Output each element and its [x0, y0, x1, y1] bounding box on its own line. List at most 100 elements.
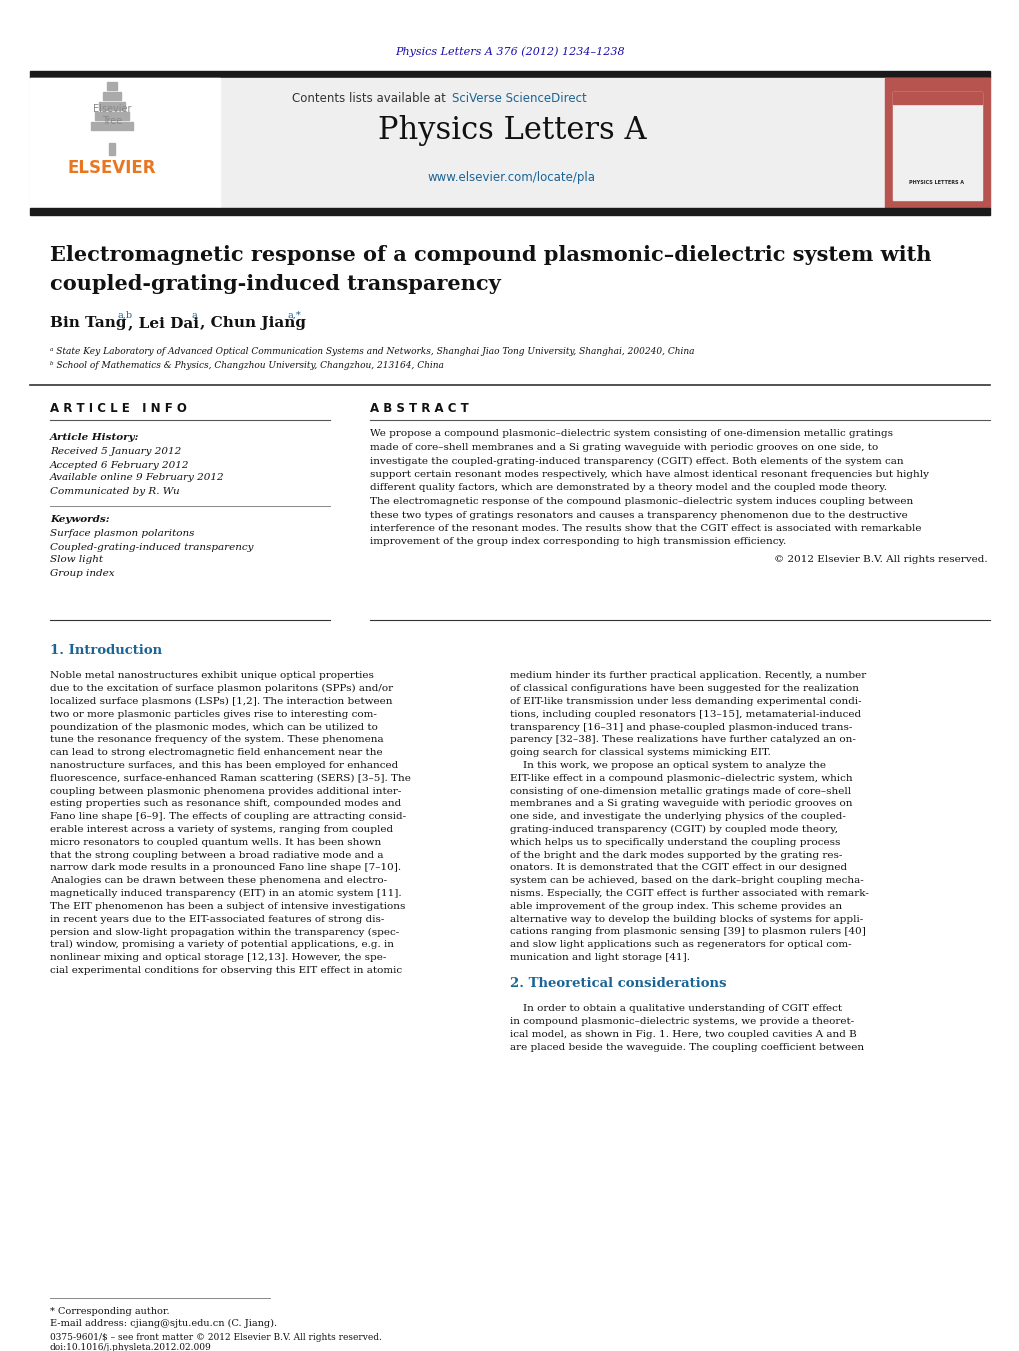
Bar	[91, 122, 132, 130]
Text: tral) window, promising a variety of potential applications, e.g. in: tral) window, promising a variety of pot…	[50, 940, 393, 950]
Text: Available online 9 February 2012: Available online 9 February 2012	[50, 473, 224, 482]
Text: poundization of the plasmonic modes, which can be utilized to: poundization of the plasmonic modes, whi…	[50, 723, 377, 732]
Text: ᵃ State Key Laboratory of Advanced Optical Communication Systems and Networks, S: ᵃ State Key Laboratory of Advanced Optic…	[50, 347, 694, 357]
Text: Coupled-grating-induced transparency: Coupled-grating-induced transparency	[50, 543, 254, 551]
Text: PHYSICS LETTERS A: PHYSICS LETTERS A	[909, 180, 964, 185]
Text: munication and light storage [41].: munication and light storage [41].	[510, 952, 689, 962]
Text: A R T I C L E   I N F O: A R T I C L E I N F O	[50, 401, 186, 415]
Text: In order to obtain a qualitative understanding of CGIT effect: In order to obtain a qualitative underst…	[510, 1004, 842, 1013]
Text: esting properties such as resonance shift, compounded modes and: esting properties such as resonance shif…	[50, 800, 400, 808]
Text: of EIT-like transmission under less demanding experimental condi-: of EIT-like transmission under less dema…	[510, 697, 861, 707]
Text: 1. Introduction: 1. Introduction	[50, 643, 162, 657]
Text: of the bright and the dark modes supported by the grating res-: of the bright and the dark modes support…	[510, 851, 842, 859]
Text: The EIT phenomenon has been a subject of intensive investigations: The EIT phenomenon has been a subject of…	[50, 902, 405, 911]
Text: Electromagnetic response of a compound plasmonic–dielectric system with: Electromagnetic response of a compound p…	[50, 245, 930, 265]
Text: can lead to strong electromagnetic field enhancement near the: can lead to strong electromagnetic field…	[50, 748, 382, 758]
Text: medium hinder its further practical application. Recently, a number: medium hinder its further practical appl…	[510, 671, 865, 681]
Text: Accepted 6 February 2012: Accepted 6 February 2012	[50, 461, 190, 470]
Text: In this work, we propose an optical system to analyze the: In this work, we propose an optical syst…	[510, 761, 825, 770]
Bar	[30, 78, 989, 208]
Text: Article History:: Article History:	[50, 434, 140, 443]
Text: We propose a compound plasmonic–dielectric system consisting of one-dimension me: We propose a compound plasmonic–dielectr…	[370, 430, 892, 439]
Bar	[103, 92, 121, 100]
Text: 0375-9601/$ – see front matter © 2012 Elsevier B.V. All rights reserved.: 0375-9601/$ – see front matter © 2012 El…	[50, 1332, 381, 1342]
Text: interference of the resonant modes. The results show that the CGIT effect is ass: interference of the resonant modes. The …	[370, 524, 920, 534]
Text: Contents lists available at: Contents lists available at	[292, 92, 449, 104]
Text: investigate the coupled-grating-induced transparency (CGIT) effect. Both element: investigate the coupled-grating-induced …	[370, 457, 903, 466]
Text: coupling between plasmonic phenomena provides additional inter-: coupling between plasmonic phenomena pro…	[50, 786, 401, 796]
Text: magnetically induced transparency (EIT) in an atomic system [11].: magnetically induced transparency (EIT) …	[50, 889, 401, 898]
Text: fluorescence, surface-enhanced Raman scattering (SERS) [3–5]. The: fluorescence, surface-enhanced Raman sca…	[50, 774, 411, 784]
Text: The electromagnetic response of the compound plasmonic–dielectric system induces: The electromagnetic response of the comp…	[370, 497, 912, 507]
Text: two or more plasmonic particles gives rise to interesting com-: two or more plasmonic particles gives ri…	[50, 709, 376, 719]
Bar	[884, 78, 989, 208]
Bar	[30, 72, 989, 78]
Text: coupled-grating-induced transparency: coupled-grating-induced transparency	[50, 274, 500, 295]
Text: Physics Letters A: Physics Letters A	[377, 115, 646, 146]
Text: EIT-like effect in a compound plasmonic–dielectric system, which: EIT-like effect in a compound plasmonic–…	[510, 774, 852, 782]
Text: Bin Tang: Bin Tang	[50, 316, 126, 330]
Text: onators. It is demonstrated that the CGIT effect in our designed: onators. It is demonstrated that the CGI…	[510, 863, 847, 873]
Text: © 2012 Elsevier B.V. All rights reserved.: © 2012 Elsevier B.V. All rights reserved…	[773, 555, 987, 563]
Text: , Lei Dai: , Lei Dai	[127, 316, 199, 330]
Text: localized surface plasmons (LSPs) [1,2]. The interaction between: localized surface plasmons (LSPs) [1,2].…	[50, 697, 392, 707]
Text: * Corresponding author.: * Corresponding author.	[50, 1306, 169, 1316]
Text: alternative way to develop the building blocks of systems for appli-: alternative way to develop the building …	[510, 915, 862, 924]
Text: due to the excitation of surface plasmon polaritons (SPPs) and/or: due to the excitation of surface plasmon…	[50, 684, 392, 693]
Bar	[892, 92, 981, 200]
Text: tune the resonance frequency of the system. These phenomena: tune the resonance frequency of the syst…	[50, 735, 383, 744]
Text: are placed beside the waveguide. The coupling coefficient between: are placed beside the waveguide. The cou…	[510, 1043, 863, 1051]
Text: micro resonators to coupled quantum wells. It has been shown: micro resonators to coupled quantum well…	[50, 838, 381, 847]
Text: support certain resonant modes respectively, which have almost identical resonan: support certain resonant modes respectiv…	[370, 470, 928, 480]
Text: 2. Theoretical considerations: 2. Theoretical considerations	[510, 977, 726, 990]
Text: cations ranging from plasmonic sensing [39] to plasmon rulers [40]: cations ranging from plasmonic sensing […	[510, 928, 865, 936]
Text: www.elsevier.com/locate/pla: www.elsevier.com/locate/pla	[428, 172, 595, 185]
Text: one side, and investigate the underlying physics of the coupled-: one side, and investigate the underlying…	[510, 812, 845, 821]
Text: , Chun Jiang: , Chun Jiang	[200, 316, 306, 330]
Text: Physics Letters A 376 (2012) 1234–1238: Physics Letters A 376 (2012) 1234–1238	[394, 47, 625, 57]
Bar	[30, 208, 989, 215]
Text: doi:10.1016/j.physleta.2012.02.009: doi:10.1016/j.physleta.2012.02.009	[50, 1343, 212, 1351]
Text: these two types of gratings resonators and causes a transparency phenomenon due : these two types of gratings resonators a…	[370, 511, 907, 520]
Text: Group index: Group index	[50, 569, 114, 577]
Text: improvement of the group index corresponding to high transmission efficiency.: improvement of the group index correspon…	[370, 538, 786, 547]
Bar	[109, 143, 115, 155]
Text: a,*: a,*	[287, 311, 302, 319]
Text: that the strong coupling between a broad radiative mode and a: that the strong coupling between a broad…	[50, 851, 383, 859]
Bar	[892, 92, 981, 104]
Text: of classical configurations have been suggested for the realization: of classical configurations have been su…	[510, 685, 858, 693]
Text: ᵇ School of Mathematics & Physics, Changzhou University, Changzhou, 213164, Chin: ᵇ School of Mathematics & Physics, Chang…	[50, 362, 443, 370]
Text: Received 5 January 2012: Received 5 January 2012	[50, 447, 181, 457]
Text: grating-induced transparency (CGIT) by coupled mode theory,: grating-induced transparency (CGIT) by c…	[510, 825, 838, 834]
Text: A B S T R A C T: A B S T R A C T	[370, 401, 469, 415]
Bar	[107, 82, 117, 91]
Text: Slow light: Slow light	[50, 555, 103, 565]
Text: made of core–shell membranes and a Si grating waveguide with periodic grooves on: made of core–shell membranes and a Si gr…	[370, 443, 877, 453]
Text: tions, including coupled resonators [13–15], metamaterial-induced: tions, including coupled resonators [13–…	[510, 709, 860, 719]
Bar	[99, 101, 125, 109]
Text: ical model, as shown in Fig. 1. Here, two coupled cavities A and B: ical model, as shown in Fig. 1. Here, tw…	[510, 1029, 856, 1039]
Text: narrow dark mode results in a pronounced Fano line shape [7–10].: narrow dark mode results in a pronounced…	[50, 863, 400, 873]
Text: system can be achieved, based on the dark–bright coupling mecha-: system can be achieved, based on the dar…	[510, 877, 863, 885]
Text: a: a	[192, 311, 198, 319]
Text: E-mail address: cjiang@sjtu.edu.cn (C. Jiang).: E-mail address: cjiang@sjtu.edu.cn (C. J…	[50, 1319, 277, 1328]
Text: which helps us to specifically understand the coupling process: which helps us to specifically understan…	[510, 838, 840, 847]
Text: and slow light applications such as regenerators for optical com-: and slow light applications such as rege…	[510, 940, 851, 950]
Text: parency [32–38]. These realizations have further catalyzed an on-: parency [32–38]. These realizations have…	[510, 735, 855, 744]
Text: Keywords:: Keywords:	[50, 516, 109, 524]
Text: nanostructure surfaces, and this has been employed for enhanced: nanostructure surfaces, and this has bee…	[50, 761, 397, 770]
Text: Analogies can be drawn between these phenomena and electro-: Analogies can be drawn between these phe…	[50, 877, 387, 885]
Text: a,b: a,b	[118, 311, 133, 319]
Text: in recent years due to the EIT-associated features of strong dis-: in recent years due to the EIT-associate…	[50, 915, 384, 924]
Text: transparency [16–31] and phase-coupled plasmon-induced trans-: transparency [16–31] and phase-coupled p…	[510, 723, 852, 732]
Text: Elsevier
Tree: Elsevier Tree	[93, 104, 131, 126]
Text: Noble metal nanostructures exhibit unique optical properties: Noble metal nanostructures exhibit uniqu…	[50, 671, 374, 681]
Text: different quality factors, which are demonstrated by a theory model and the coup: different quality factors, which are dem…	[370, 484, 887, 493]
Text: Surface plasmon polaritons: Surface plasmon polaritons	[50, 530, 195, 539]
Text: consisting of one-dimension metallic gratings made of core–shell: consisting of one-dimension metallic gra…	[510, 786, 850, 796]
Text: Fano line shape [6–9]. The effects of coupling are attracting consid-: Fano line shape [6–9]. The effects of co…	[50, 812, 406, 821]
Text: nisms. Especially, the CGIT effect is further associated with remark-: nisms. Especially, the CGIT effect is fu…	[510, 889, 868, 898]
Text: nonlinear mixing and optical storage [12,13]. However, the spe-: nonlinear mixing and optical storage [12…	[50, 952, 386, 962]
Text: Communicated by R. Wu: Communicated by R. Wu	[50, 486, 179, 496]
Text: ELSEVIER: ELSEVIER	[67, 159, 156, 177]
